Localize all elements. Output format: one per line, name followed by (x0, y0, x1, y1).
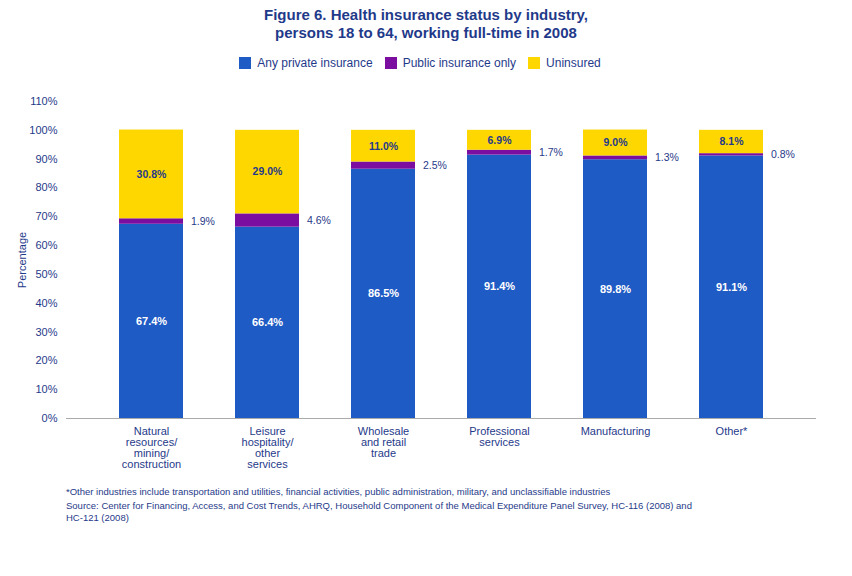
svg-text:89.8%: 89.8% (600, 283, 631, 295)
html-text:Figure 6. Health insurance sta: Figure 6. Health insurance status by ind… (264, 6, 588, 41)
svg-text:70%: 70% (35, 210, 57, 222)
svg-text:4.6%: 4.6% (307, 214, 331, 226)
svg-text:6.9%: 6.9% (488, 134, 513, 146)
svg-text:9.0%: 9.0% (604, 136, 629, 148)
html-text:Any private insurance: Any private insurance (257, 55, 373, 70)
svg-text:Leisurehospitality/otherservic: Leisurehospitality/otherservices (242, 425, 295, 470)
svg-text:Wholesaleand retailtrade: Wholesaleand retailtrade (358, 425, 409, 459)
svg-text:90%: 90% (35, 153, 57, 165)
svg-text:86.5%: 86.5% (368, 287, 399, 299)
svg-text:29.0%: 29.0% (253, 165, 283, 177)
html-text:Public insurance only: Public insurance only (402, 55, 516, 70)
svg-text:1.9%: 1.9% (191, 215, 215, 227)
svg-text:8.1%: 8.1% (720, 135, 745, 147)
svg-text:1.7%: 1.7% (539, 146, 563, 158)
svg-text:30%: 30% (35, 326, 57, 338)
svg-text:Other*: Other* (716, 425, 749, 437)
svg-text:40%: 40% (35, 297, 57, 309)
svg-text:Manufacturing: Manufacturing (581, 425, 651, 437)
svg-text:Naturalresources/mining/constr: Naturalresources/mining/construction (122, 425, 181, 470)
html-text:*Other industries include tran: *Other industries include transportation… (66, 486, 611, 497)
html-text:Source: Center for Financing,: Source: Center for Financing, Access, an… (66, 499, 692, 523)
svg-text:2.5%: 2.5% (423, 159, 447, 171)
svg-text:10%: 10% (35, 383, 57, 395)
svg-text:50%: 50% (35, 268, 57, 280)
svg-text:0%: 0% (42, 412, 58, 424)
svg-text:0.8%: 0.8% (771, 148, 795, 160)
svg-text:66.4%: 66.4% (252, 316, 283, 328)
svg-text:67.4%: 67.4% (136, 315, 167, 327)
svg-text:110%: 110% (30, 95, 58, 107)
svg-text:Professionalservices: Professionalservices (469, 425, 530, 448)
svg-text:100%: 100% (29, 124, 57, 136)
svg-text:11.0%: 11.0% (369, 140, 399, 152)
svg-text:60%: 60% (35, 239, 57, 251)
svg-text:Percentage: Percentage (16, 232, 28, 288)
html-text:Uninsured: Uninsured (546, 55, 601, 70)
svg-text:91.4%: 91.4% (484, 280, 515, 292)
svg-text:30.8%: 30.8% (137, 168, 167, 180)
svg-text:91.1%: 91.1% (716, 281, 747, 293)
svg-text:80%: 80% (35, 181, 57, 193)
svg-text:1.3%: 1.3% (655, 151, 679, 163)
svg-text:20%: 20% (35, 354, 57, 366)
